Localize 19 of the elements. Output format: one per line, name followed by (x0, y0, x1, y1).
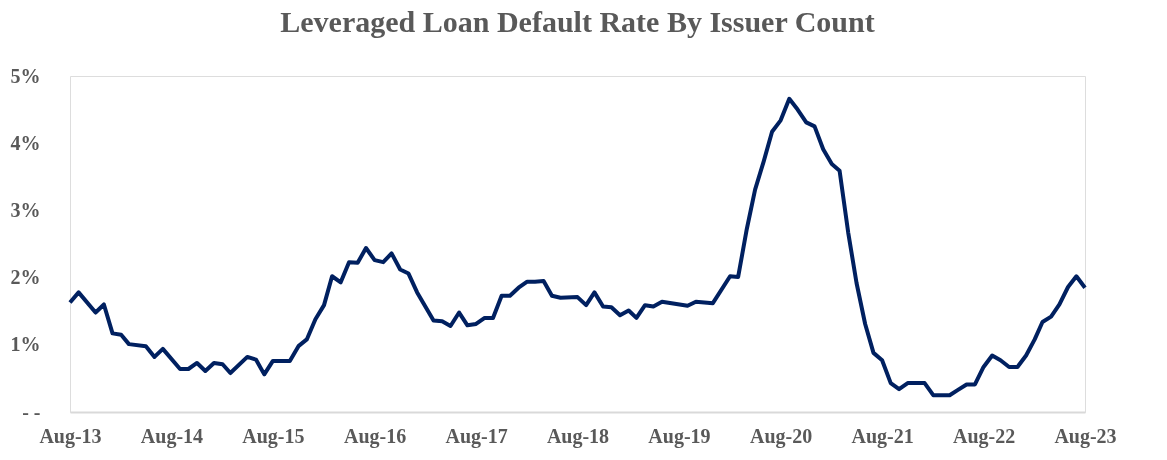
y-tick-label: - - (22, 400, 41, 423)
y-tick-label: 5% (10, 64, 41, 87)
x-tick-label: Aug-16 (343, 424, 407, 448)
y-tick-label: 4% (10, 131, 41, 154)
x-tick-label: Aug-15 (242, 424, 305, 448)
y-tick-label: 1% (10, 333, 41, 356)
x-tick-label: Aug-13 (39, 424, 102, 448)
line-series (68, 96, 1087, 398)
x-tick-label: Aug-19 (648, 424, 711, 448)
x-tick-label: Aug-18 (546, 424, 610, 448)
x-tick-label: Aug-14 (140, 424, 204, 448)
y-tick-label: 3% (10, 198, 41, 221)
x-tick-label: Aug-20 (750, 424, 813, 448)
x-tick-label: Aug-22 (952, 424, 1016, 448)
y-tick-label: 2% (10, 266, 41, 289)
chart-title: Leveraged Loan Default Rate By Issuer Count (280, 5, 875, 38)
x-tick-label: Aug-17 (445, 424, 508, 448)
x-tick-label: Aug-23 (1054, 424, 1117, 448)
x-tick-label: Aug-21 (851, 424, 914, 448)
